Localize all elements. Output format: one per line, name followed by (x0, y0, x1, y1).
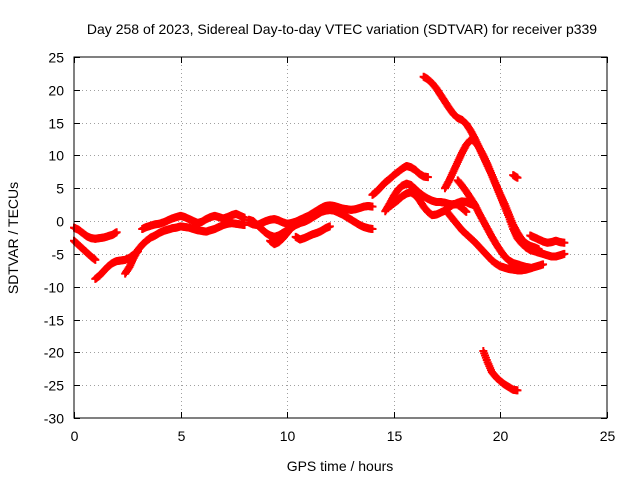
y-tick-label: -25 (44, 378, 64, 394)
series-track-h (266, 215, 313, 249)
data-point (304, 215, 313, 224)
y-tick-label: 10 (48, 148, 64, 164)
data-point (462, 207, 471, 216)
series-track-e (138, 209, 249, 233)
grid (74, 57, 607, 418)
series-track-n (440, 135, 569, 261)
data-point (368, 224, 377, 233)
data-point (325, 222, 334, 231)
y-tick-label: 15 (48, 116, 64, 132)
data-point (112, 228, 121, 237)
x-tick-labels: 0 5 10 15 20 25 (71, 428, 616, 444)
data-point (560, 249, 569, 258)
data-point (560, 238, 569, 247)
y-tick-label: 0 (56, 214, 64, 230)
series-track-o (453, 176, 535, 272)
y-tick-label: 25 (48, 50, 64, 66)
x-tick-label: 5 (178, 428, 186, 444)
y-tick-label: -5 (52, 247, 65, 263)
data-point (91, 255, 100, 264)
series-track-s (479, 347, 522, 395)
plot-frame (73, 56, 608, 419)
data-point (513, 386, 522, 395)
series-track-r (526, 231, 569, 247)
data-point (539, 260, 548, 269)
x-tick-label: 20 (493, 428, 509, 444)
data-point (240, 221, 249, 230)
series-track-a (70, 223, 121, 243)
x-tick-label: 15 (387, 428, 403, 444)
series-track-l (385, 188, 471, 220)
x-tick-label: 25 (600, 428, 616, 444)
y-tick-label: -10 (44, 280, 64, 296)
x-tick-label: 10 (280, 428, 296, 444)
data-point (368, 202, 377, 211)
x-tick-label: 0 (71, 428, 79, 444)
y-tick-label: -20 (44, 345, 64, 361)
y-tick-label: -15 (44, 313, 64, 329)
series-track-i (291, 222, 334, 244)
y-tick-labels: -30 -25 -20 -15 -10 -5 0 5 10 15 20 25 (44, 50, 64, 427)
y-tick-label: 5 (56, 181, 64, 197)
series-track-d (121, 219, 249, 278)
data-point (423, 173, 432, 182)
y-tick-label: -30 (44, 411, 64, 427)
y-tick-label: 20 (48, 83, 64, 99)
x-axis-label: GPS time / hours (287, 458, 394, 474)
data-point (513, 173, 522, 182)
data-point (240, 213, 249, 222)
series-track-p (440, 205, 548, 275)
series-track-q (509, 171, 522, 182)
chart-title: Day 258 of 2023, Sidereal Day-to-day VTE… (87, 21, 597, 37)
series-track-j (368, 161, 432, 199)
y-axis-label: SDTVAR / TECUs (5, 182, 21, 294)
